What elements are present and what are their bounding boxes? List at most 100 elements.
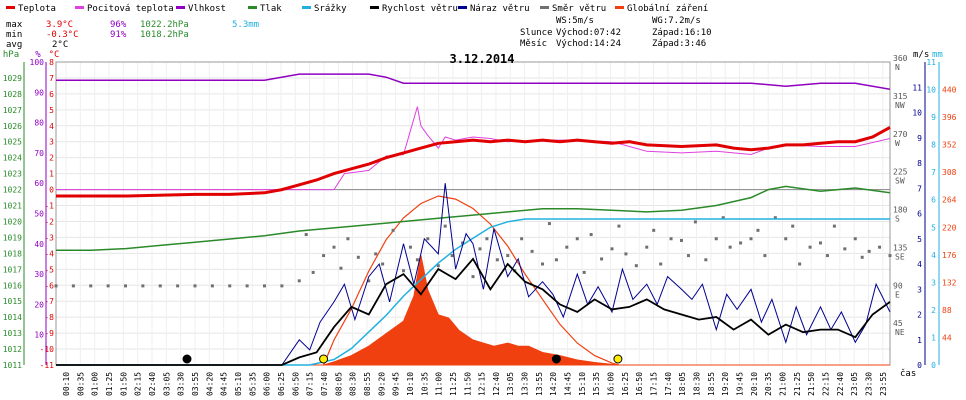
axis-tick-pct: 50	[34, 210, 44, 219]
axis-tick-mm: 6	[931, 196, 936, 205]
info-wg: WG:7.2m/s	[652, 16, 701, 26]
axis-tick-mm: 2	[931, 306, 936, 315]
axis-tick-wm2: 308	[942, 168, 957, 177]
legend-swatch	[370, 6, 379, 9]
wind-dir-point	[763, 254, 767, 258]
x-axis-tick: 05:35	[248, 372, 257, 396]
wind-dir-point	[495, 258, 499, 262]
legend-swatch	[248, 6, 257, 9]
wind-dir-point	[210, 284, 214, 288]
wind-dir-point	[582, 270, 586, 274]
x-axis-tick: 06:00	[263, 372, 272, 396]
axis-tick-hpa: 1021	[3, 202, 22, 211]
wind-dir-point	[71, 284, 75, 288]
x-axis-tick: 12:15	[478, 372, 487, 396]
x-axis-tick: 18:05	[678, 372, 687, 396]
wind-dir-point	[280, 284, 284, 288]
wind-dir-point	[530, 249, 534, 253]
wind-dir-point	[798, 262, 802, 266]
x-axis-tick: 09:45	[392, 372, 401, 396]
axis-tick-dir-code: S	[895, 215, 900, 224]
radiation-area	[56, 255, 890, 366]
x-axis-tick: 03:55	[191, 372, 200, 396]
axis-tick-hpa: 1014	[3, 313, 22, 322]
wind-dir-point	[520, 237, 524, 241]
rain-line	[56, 218, 890, 366]
axis-tick-ms: 0	[917, 361, 922, 370]
x-axis-tick: 23:05	[850, 372, 859, 396]
axis-tick-temp: -1	[44, 202, 54, 211]
x-axis-tick: 11:50	[463, 372, 472, 396]
x-axis-tick: 07:15	[306, 372, 315, 396]
x-axis-tick: 08:30	[349, 372, 358, 396]
axis-tick-dir: 270	[893, 130, 908, 139]
wind-dir-point	[714, 237, 718, 241]
axis-tick-dir-code: N	[895, 63, 900, 72]
temperature-line	[56, 126, 891, 198]
axis-tick-temp: -7	[44, 297, 54, 306]
stats-max-label: max	[6, 20, 23, 30]
wind-dir-point	[541, 262, 544, 266]
axis-tick-hpa: 1012	[3, 345, 22, 354]
axis-tick-ms: 2	[917, 311, 922, 320]
axis-tick-temp: -11	[40, 361, 55, 370]
axis-tick-temp: -5	[44, 265, 54, 274]
chart-legend: Teplota Pocitová teplota Vlhkost Tlak Srážky…	[6, 4, 708, 14]
axis-tick-temp: 7	[49, 74, 54, 83]
wind-dir-point	[311, 270, 315, 274]
wind-dir-point	[721, 216, 725, 220]
axis-unit-ms: m/s	[913, 50, 929, 60]
wind-dir-point	[680, 238, 683, 242]
wind-dir-point	[356, 255, 360, 259]
axis-tick-temp: 6	[49, 90, 54, 99]
axis-tick-ms: 10	[912, 109, 922, 118]
wind-dir-point	[426, 237, 430, 241]
axis-tick-hpa: 1013	[3, 329, 22, 338]
humidity-line	[56, 73, 891, 91]
axis-tick-wm2: 352	[942, 141, 957, 150]
stats-avg-temp: 2°C	[52, 40, 68, 50]
wind-dir-point	[832, 224, 836, 228]
apparent-temp-line	[56, 106, 891, 191]
axis-tick-dir-code: E	[895, 290, 900, 299]
x-axis-tick: 02:40	[148, 372, 157, 396]
legend-label: Vlhkost	[188, 4, 226, 14]
x-axis-tick: 15:10	[578, 372, 587, 396]
wind-dir-point	[756, 228, 760, 232]
legend-swatch	[176, 6, 185, 9]
info-ws: WS:5m/s	[556, 16, 594, 26]
stats-min-press: 1018.2hPa	[140, 30, 189, 40]
x-axis-tick: 16:50	[635, 372, 644, 396]
stats-avg-label: avg	[6, 40, 22, 50]
wind-dir-point	[634, 264, 638, 268]
axis-tick-temp: 5	[49, 106, 54, 115]
axis-tick-temp: 2	[49, 154, 54, 163]
x-axis-tick: 03:05	[162, 372, 171, 396]
info-sun-set: Západ:16:10	[652, 28, 712, 38]
wind-dir-point	[617, 224, 621, 228]
wind-dir-point	[415, 258, 419, 262]
axis-tick-ms: 9	[917, 134, 922, 143]
axis-tick-ms: 11	[912, 83, 922, 92]
sun-marker	[613, 354, 623, 364]
wind-dir-point	[610, 247, 614, 251]
x-axis-tick: 19:45	[736, 372, 745, 396]
wind-dir-point	[589, 233, 593, 237]
x-axis-tick: 04:20	[205, 372, 214, 396]
wind-dir-point	[245, 284, 249, 288]
chart-axes: hPa1011101210131014101510161017101810191…	[3, 50, 957, 370]
wind-dir-point	[686, 254, 690, 258]
wind-dir-point	[297, 279, 301, 283]
x-axis-tick: 14:45	[564, 372, 573, 396]
axis-tick-ms: 4	[917, 260, 922, 269]
stats-min-hum: 91%	[110, 30, 127, 40]
axis-tick-dir: 315	[893, 92, 908, 101]
x-axis-tick: 13:30	[521, 372, 530, 396]
wind-dir-point	[54, 284, 58, 288]
wind-dir-point	[600, 257, 604, 261]
x-axis-tick: 03:30	[177, 372, 186, 396]
x-axis-tick: 17:40	[664, 372, 673, 396]
axis-tick-hpa: 1026	[3, 122, 22, 131]
axis-tick-mm: 7	[931, 168, 936, 177]
axis-tick-mm: 5	[931, 223, 936, 232]
